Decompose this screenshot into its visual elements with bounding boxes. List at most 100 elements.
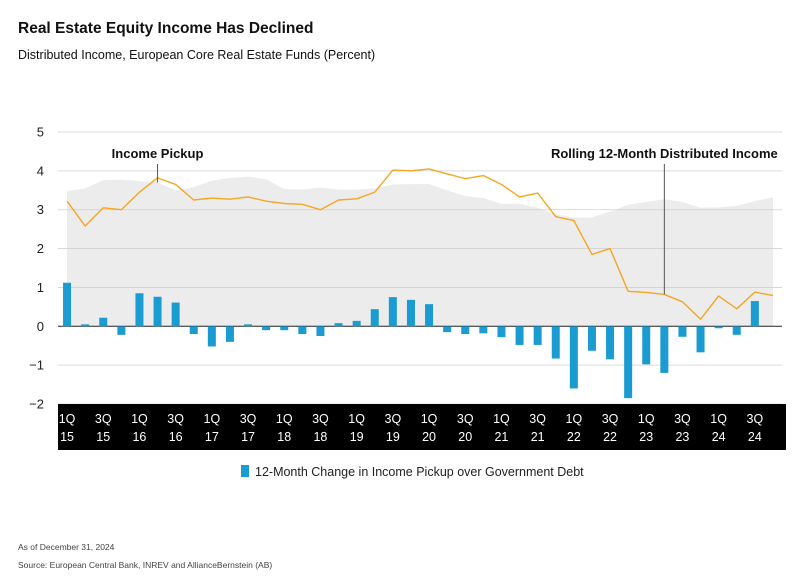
bar	[189, 326, 198, 335]
x-tick-quarter: 3Q	[529, 412, 546, 426]
annotations: Income Pickup Rolling 12-Month Distribute…	[112, 146, 778, 295]
x-tick-year: 19	[386, 430, 400, 444]
bar	[280, 326, 289, 331]
bar	[117, 326, 126, 335]
bar	[696, 326, 705, 353]
bar	[81, 324, 90, 327]
line-series	[66, 168, 774, 320]
y-tick-label: 2	[37, 241, 44, 256]
x-tick-year: 22	[567, 430, 581, 444]
bar	[660, 326, 669, 373]
bar	[515, 326, 524, 345]
bar	[533, 326, 542, 345]
x-tick-year: 16	[169, 430, 183, 444]
legend-swatch	[241, 465, 249, 477]
bar	[425, 304, 434, 327]
income-pickup-area-group	[67, 176, 773, 327]
bar	[207, 326, 216, 347]
x-tick-year: 20	[458, 430, 472, 444]
chart-subtitle: Distributed Income, European Core Real E…	[18, 48, 376, 62]
x-tick-quarter: 3Q	[457, 412, 474, 426]
bar	[569, 326, 578, 389]
x-tick-year: 18	[277, 430, 291, 444]
source-note: Source: European Central Bank, INREV and…	[18, 560, 273, 570]
bar	[443, 326, 452, 333]
x-tick-quarter: 1Q	[204, 412, 221, 426]
y-tick-label: 1	[37, 280, 44, 295]
y-tick-label: 4	[37, 163, 44, 178]
as-of-note: As of December 31, 2024	[18, 542, 115, 552]
bar-series	[58, 282, 782, 399]
x-tick-year: 20	[422, 430, 436, 444]
x-tick-year: 21	[531, 430, 545, 444]
bar	[587, 326, 596, 351]
x-tick-year: 19	[350, 430, 364, 444]
bar	[298, 326, 307, 335]
legend: 12-Month Change in Income Pickup over Go…	[241, 465, 584, 479]
bar	[479, 326, 488, 334]
bar	[750, 301, 759, 327]
x-tick-year: 17	[241, 430, 255, 444]
x-tick-quarter: 3Q	[240, 412, 257, 426]
x-tick-year: 22	[603, 430, 617, 444]
bar	[334, 323, 343, 327]
x-tick-quarter: 1Q	[566, 412, 583, 426]
bar	[171, 302, 180, 327]
bar	[624, 326, 633, 399]
x-tick-year: 17	[205, 430, 219, 444]
bar	[678, 326, 687, 337]
x-tick-quarter: 3Q	[167, 412, 184, 426]
bar	[714, 326, 723, 329]
bar	[388, 297, 397, 327]
bar	[406, 299, 415, 327]
x-tick-quarter: 3Q	[602, 412, 619, 426]
x-tick-quarter: 3Q	[312, 412, 329, 426]
bar	[63, 282, 72, 327]
bar	[99, 317, 108, 327]
bar	[262, 326, 271, 331]
legend-label: 12-Month Change in Income Pickup over Go…	[255, 465, 584, 479]
x-tick-year: 23	[639, 430, 653, 444]
annotation-income-pickup: Income Pickup	[112, 146, 204, 161]
x-tick-quarter: 3Q	[385, 412, 402, 426]
y-tick-label: −2	[29, 397, 44, 412]
x-axis: 1Q 15 3Q 15 1Q 16 3Q 16 1Q 17 3Q 17 1Q 18 3Q 18 1Q 19 3Q 19…	[58, 404, 786, 450]
x-tick-year: 24	[748, 430, 762, 444]
x-tick-quarter: 3Q	[747, 412, 764, 426]
bar	[352, 320, 361, 327]
income-pickup-area	[67, 176, 773, 327]
x-tick-quarter: 1Q	[421, 412, 438, 426]
bar	[370, 309, 379, 327]
bar	[153, 296, 162, 327]
x-axis-band	[58, 404, 786, 450]
x-tick-quarter: 1Q	[710, 412, 727, 426]
x-tick-quarter: 3Q	[674, 412, 691, 426]
y-tick-label: 0	[37, 319, 44, 334]
y-axis: 5 4 3 2 1 0 −1 −2	[29, 125, 44, 412]
y-tick-label: −1	[29, 358, 44, 373]
bar	[244, 324, 253, 327]
x-tick-year: 16	[132, 430, 146, 444]
bar	[732, 326, 741, 335]
distributed-income-line	[66, 168, 774, 320]
x-tick-quarter: 1Q	[638, 412, 655, 426]
bar	[642, 326, 651, 365]
x-tick-year: 15	[60, 430, 74, 444]
bar	[225, 326, 234, 342]
bar	[461, 326, 470, 335]
x-tick-quarter: 1Q	[493, 412, 510, 426]
x-tick-quarter: 1Q	[348, 412, 365, 426]
bar	[135, 293, 144, 327]
annotation-rolling-income: Rolling 12-Month Distributed Income	[551, 146, 778, 161]
bar	[551, 326, 560, 359]
chart-title: Real Estate Equity Income Has Declined	[18, 20, 314, 37]
x-tick-quarter: 1Q	[59, 412, 76, 426]
x-tick-year: 23	[675, 430, 689, 444]
bar	[316, 326, 325, 336]
x-tick-quarter: 1Q	[276, 412, 293, 426]
y-tick-label: 3	[37, 202, 44, 217]
x-tick-year: 15	[96, 430, 110, 444]
x-tick-quarter: 3Q	[95, 412, 112, 426]
bar	[606, 326, 615, 360]
